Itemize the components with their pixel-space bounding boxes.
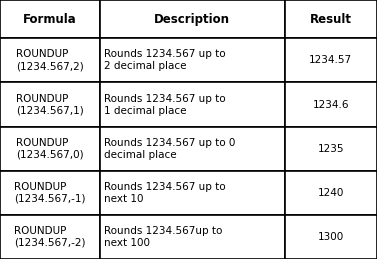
Bar [0,0,100,38]
Bar [0,215,100,259]
Bar [100,171,285,215]
Text: ROUNDUP
(1234.567,1): ROUNDUP (1234.567,1) [16,93,84,116]
Text: 1235: 1235 [317,144,344,154]
Bar [0,127,100,171]
Bar [285,171,377,215]
Text: Formula: Formula [23,13,77,26]
Bar [100,215,285,259]
Text: Rounds 1234.567up to
next 100: Rounds 1234.567up to next 100 [104,226,223,248]
Text: Rounds 1234.567 up to 0
decimal place: Rounds 1234.567 up to 0 decimal place [104,138,236,160]
Text: 1234.6: 1234.6 [313,99,349,110]
Bar [100,82,285,127]
Bar [100,127,285,171]
Text: ROUNDUP
(1234.567,-1): ROUNDUP (1234.567,-1) [14,182,86,204]
Text: ROUNDUP
(1234.567,0): ROUNDUP (1234.567,0) [16,138,84,160]
Bar [285,127,377,171]
Text: ROUNDUP
(1234.567,-2): ROUNDUP (1234.567,-2) [14,226,86,248]
Text: Rounds 1234.567 up to
2 decimal place: Rounds 1234.567 up to 2 decimal place [104,49,226,71]
Text: 1234.57: 1234.57 [309,55,352,66]
Bar [100,38,285,82]
Bar [285,0,377,38]
Bar [0,82,100,127]
Text: Result: Result [310,13,352,26]
Text: 1300: 1300 [318,232,344,242]
Bar [100,0,285,38]
Text: Description: Description [154,13,230,26]
Text: Rounds 1234.567 up to
1 decimal place: Rounds 1234.567 up to 1 decimal place [104,93,226,116]
Bar [285,38,377,82]
Bar [0,171,100,215]
Text: Rounds 1234.567 up to
next 10: Rounds 1234.567 up to next 10 [104,182,226,204]
Text: ROUNDUP
(1234.567,2): ROUNDUP (1234.567,2) [16,49,84,71]
Bar [285,82,377,127]
Text: 1240: 1240 [318,188,344,198]
Bar [285,215,377,259]
Bar [0,38,100,82]
